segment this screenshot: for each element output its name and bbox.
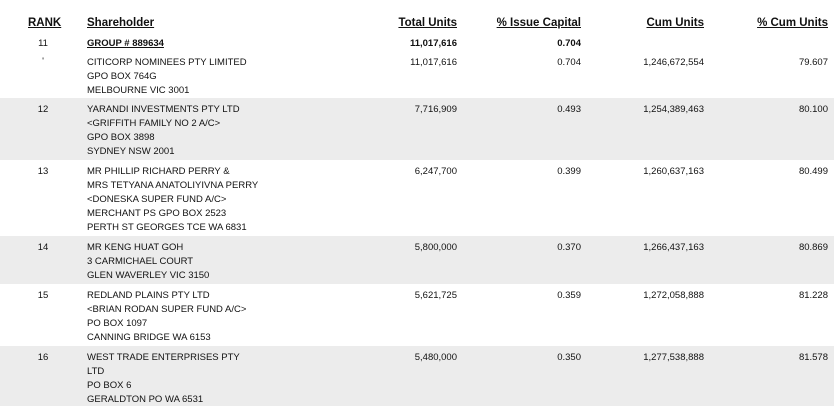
row-cum-units: 1,266,437,163 [643,242,704,253]
holder-line: PO BOX 6 [87,380,132,391]
header-issue-capital: % Issue Capital [496,17,581,29]
row-rank: 15 [37,290,49,301]
header-cum-units: Cum Units [646,17,705,29]
row-cum-units: 1,260,637,163 [643,166,704,177]
row-issue-capital: 0.370 [557,242,581,253]
table-row: 13 MR PHILLIP RICHARD PERRY & MRS TETYAN… [0,161,834,235]
header-cum-pct: % Cum Units [757,17,828,29]
holder-line: <GRIFFITH FAMILY NO 2 A/C> [87,118,221,129]
holder-line: SYDNEY NSW 2001 [87,146,175,157]
holder-line: MR KENG HUAT GOH [87,242,184,253]
holder-line: GPO BOX 3898 [87,132,155,143]
table-row: 15 REDLAND PLAINS PTY LTD <BRIAN RODAN S… [0,285,834,345]
holder-line: MRS TETYANA ANATOLIYIVNA PERRY [87,180,259,191]
holder-line: PERTH ST GEORGES TCE WA 6831 [87,222,247,233]
row-rank: 12 [37,104,49,115]
holder-line: CANNING BRIDGE WA 6153 [87,332,211,343]
row-cum-pct: 81.228 [798,290,828,301]
header-shareholder: Shareholder [87,17,155,29]
row-total-units: 5,621,725 [414,290,457,301]
holder-line: LTD [87,366,105,377]
row-cum-pct: 79.607 [798,57,828,68]
row-total-units: 6,247,700 [414,166,457,177]
row-issue-capital: 0.493 [557,104,581,115]
table-row: ' CITICORP NOMINEES PTY LIMITED GPO BOX … [0,55,834,97]
group-name: GROUP # 889634 [87,38,164,49]
header-total-units: Total Units [398,17,457,29]
row-cum-units: 1,254,389,463 [643,104,704,115]
group-row: 11 GROUP # 889634 11,017,616 0.704 [0,37,834,53]
row-rank: 16 [37,352,49,363]
holder-line: REDLAND PLAINS PTY LTD [87,290,210,301]
row-total-units: 11,017,616 [410,57,457,68]
row-rank: 14 [37,242,49,253]
row-total-units: 7,716,909 [414,104,457,115]
holder-line: 3 CARMICHAEL COURT [87,256,194,267]
holder-line: PO BOX 1097 [87,318,148,329]
table-row: 12 YARANDI INVESTMENTS PTY LTD <GRIFFITH… [0,98,834,160]
row-cum-units: 1,246,672,554 [643,57,704,68]
group-total-units: 11,017,616 [409,38,457,49]
row-cum-pct: 80.869 [798,242,828,253]
row-cum-units: 1,277,538,888 [643,352,704,363]
row-issue-capital: 0.359 [557,290,581,301]
table-row: 14 MR KENG HUAT GOH 3 CARMICHAEL COURT G… [0,236,834,284]
row-cum-units: 1,272,058,888 [643,290,704,301]
holder-line: MERCHANT PS GPO BOX 2523 [87,208,227,219]
holder-line: GPO BOX 764G [87,71,157,82]
row-total-units: 5,800,000 [414,242,457,253]
group-issue-capital: 0.704 [557,38,581,49]
row-total-units: 5,480,000 [414,352,457,363]
holder-line: YARANDI INVESTMENTS PTY LTD [87,104,240,115]
holder-line: MR PHILLIP RICHARD PERRY & [87,166,230,177]
group-rank: 11 [38,38,48,49]
row-rank: 13 [37,166,49,177]
holder-line: GERALDTON PO WA 6531 [87,394,204,405]
holder-line: WEST TRADE ENTERPRISES PTY [87,352,240,363]
holder-line: <BRIAN RODAN SUPER FUND A/C> [87,304,247,315]
row-cum-pct: 81.578 [798,352,828,363]
table-row: 16 WEST TRADE ENTERPRISES PTY LTD PO BOX… [0,346,834,406]
row-cum-pct: 80.499 [798,166,828,177]
row-cum-pct: 80.100 [798,104,828,115]
holder-line: <DONESKA SUPER FUND A/C> [87,194,227,205]
holder-line: GLEN WAVERLEY VIC 3150 [87,270,210,281]
header-rank: RANK [28,17,62,29]
row-issue-capital: 0.704 [557,57,581,68]
holder-line: CITICORP NOMINEES PTY LIMITED [87,57,247,68]
row-issue-capital: 0.399 [557,166,581,177]
holder-line: MELBOURNE VIC 3001 [87,85,190,96]
row-rank: ' [42,56,44,67]
row-issue-capital: 0.350 [557,352,581,363]
